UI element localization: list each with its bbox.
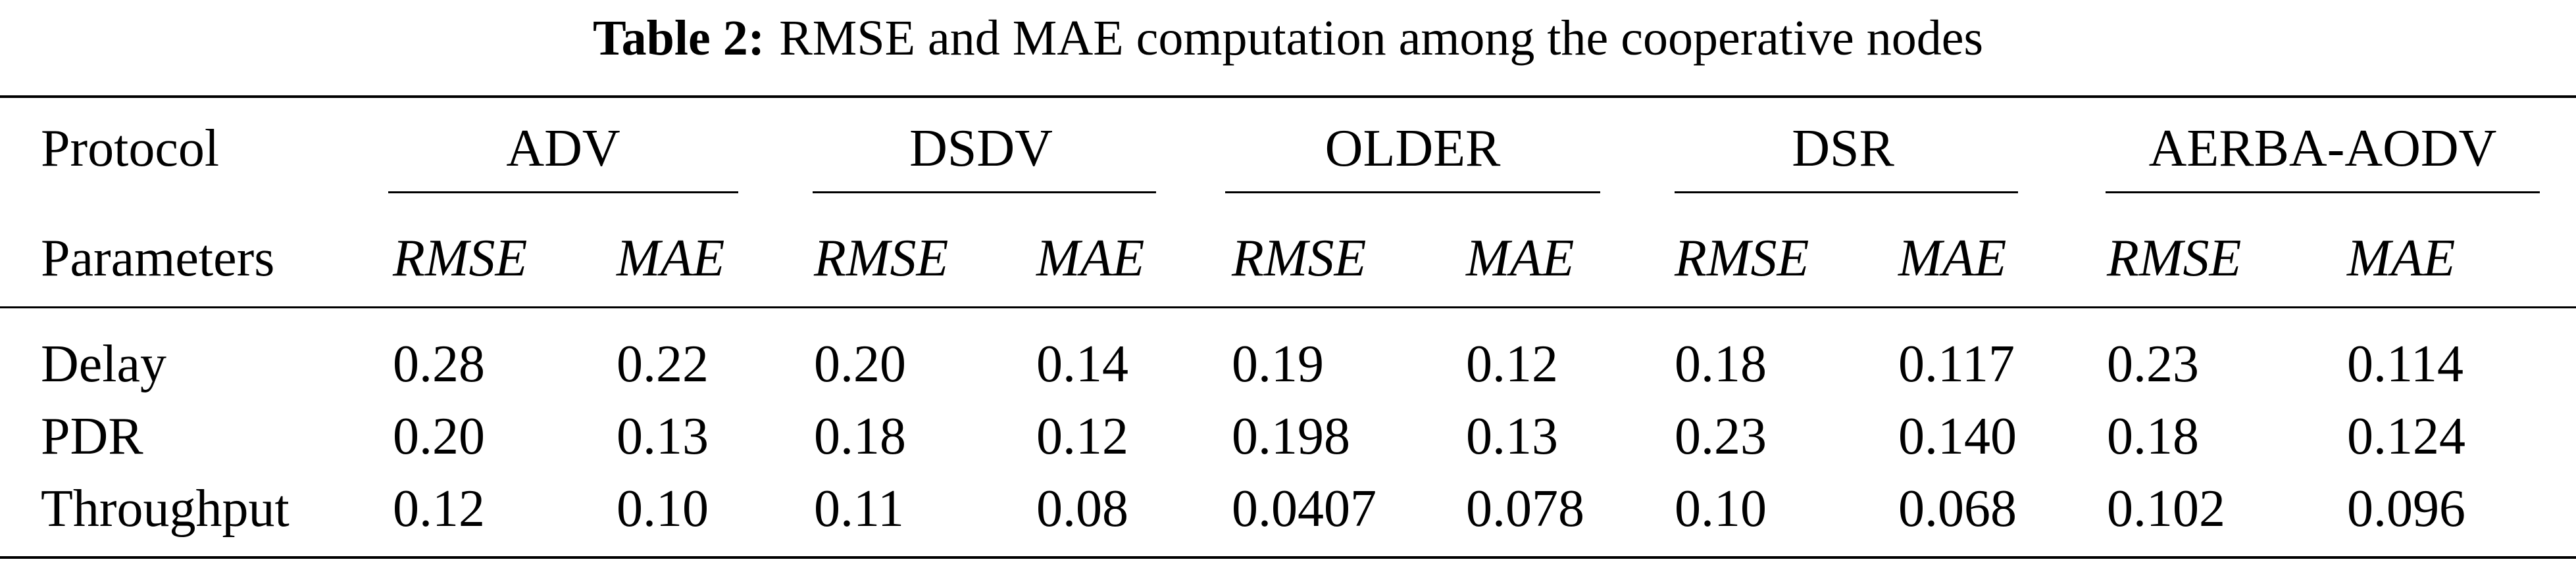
cell-throughput-aerba-mae: 0.096	[2347, 480, 2465, 538]
cell-throughput-adv-mae: 0.10	[617, 480, 709, 538]
cell-pdr-older-mae: 0.13	[1466, 408, 1558, 465]
cell-throughput-dsr-mae: 0.068	[1898, 480, 2017, 538]
cell-pdr-aerba-mae: 0.124	[2347, 408, 2465, 465]
table-caption: Table 2: RMSE and MAE computation among t…	[0, 5, 2576, 71]
group-header-dsdv: DSDV	[909, 120, 1053, 178]
cell-delay-dsdv-rmse: 0.20	[814, 335, 906, 393]
cell-throughput-dsdv-mae: 0.08	[1036, 480, 1128, 538]
cell-throughput-dsr-rmse: 0.10	[1675, 480, 1767, 538]
group-header-aerba-aodv: AERBA-AODV	[2148, 120, 2497, 178]
row-label-pdr: PDR	[41, 408, 143, 465]
group-underline-adv	[388, 191, 738, 193]
metric-header-older-mae: MAE	[1466, 229, 1575, 287]
metric-header-aerba-rmse: RMSE	[2107, 229, 2242, 287]
cell-delay-aerba-mae: 0.114	[2347, 335, 2464, 393]
bottom-rule	[0, 556, 2576, 559]
metric-header-adv-mae: MAE	[617, 229, 725, 287]
group-header-adv: ADV	[506, 120, 620, 178]
cell-delay-dsr-mae: 0.117	[1898, 335, 2015, 393]
metric-header-aerba-mae: MAE	[2347, 229, 2456, 287]
top-rule	[0, 95, 2576, 98]
cell-throughput-aerba-rmse: 0.102	[2107, 480, 2225, 538]
protocol-label: Protocol	[41, 120, 220, 178]
group-underline-dsdv	[813, 191, 1156, 193]
cell-throughput-adv-rmse: 0.12	[393, 480, 485, 538]
metric-header-dsr-rmse: RMSE	[1675, 229, 1809, 287]
metric-header-dsr-mae: MAE	[1898, 229, 2007, 287]
cell-pdr-adv-rmse: 0.20	[393, 408, 485, 465]
cell-pdr-dsdv-mae: 0.12	[1036, 408, 1128, 465]
metric-header-dsdv-rmse: RMSE	[814, 229, 949, 287]
cell-pdr-adv-mae: 0.13	[617, 408, 709, 465]
cell-delay-older-mae: 0.12	[1466, 335, 1558, 393]
header-rule	[0, 306, 2576, 308]
cell-throughput-dsdv-rmse: 0.11	[814, 480, 905, 538]
group-underline-older	[1225, 191, 1600, 193]
cell-delay-dsdv-mae: 0.14	[1036, 335, 1128, 393]
cell-delay-older-rmse: 0.19	[1232, 335, 1324, 393]
cell-pdr-dsr-rmse: 0.23	[1675, 408, 1767, 465]
caption-text: RMSE and MAE computation among the coope…	[779, 11, 1984, 66]
row-label-delay: Delay	[41, 335, 167, 393]
cell-delay-aerba-rmse: 0.23	[2107, 335, 2199, 393]
row-label-throughput: Throughput	[41, 480, 290, 538]
cell-throughput-older-rmse: 0.0407	[1232, 480, 1376, 538]
metric-header-dsdv-mae: MAE	[1036, 229, 1145, 287]
caption-label: Table 2:	[592, 11, 765, 66]
cell-pdr-older-rmse: 0.198	[1232, 408, 1350, 465]
cell-throughput-older-mae: 0.078	[1466, 480, 1584, 538]
cell-delay-adv-rmse: 0.28	[393, 335, 485, 393]
group-underline-dsr	[1675, 191, 2018, 193]
cell-pdr-aerba-rmse: 0.18	[2107, 408, 2199, 465]
cell-pdr-dsr-mae: 0.140	[1898, 408, 2017, 465]
group-underline-aerba-aodv	[2106, 191, 2540, 193]
parameters-label: Parameters	[41, 229, 275, 287]
group-header-dsr: DSR	[1792, 120, 1894, 178]
metric-header-older-rmse: RMSE	[1232, 229, 1367, 287]
cell-pdr-dsdv-rmse: 0.18	[814, 408, 906, 465]
cell-delay-dsr-rmse: 0.18	[1675, 335, 1767, 393]
group-header-older: OLDER	[1325, 120, 1501, 178]
cell-delay-adv-mae: 0.22	[617, 335, 709, 393]
metric-header-adv-rmse: RMSE	[393, 229, 528, 287]
